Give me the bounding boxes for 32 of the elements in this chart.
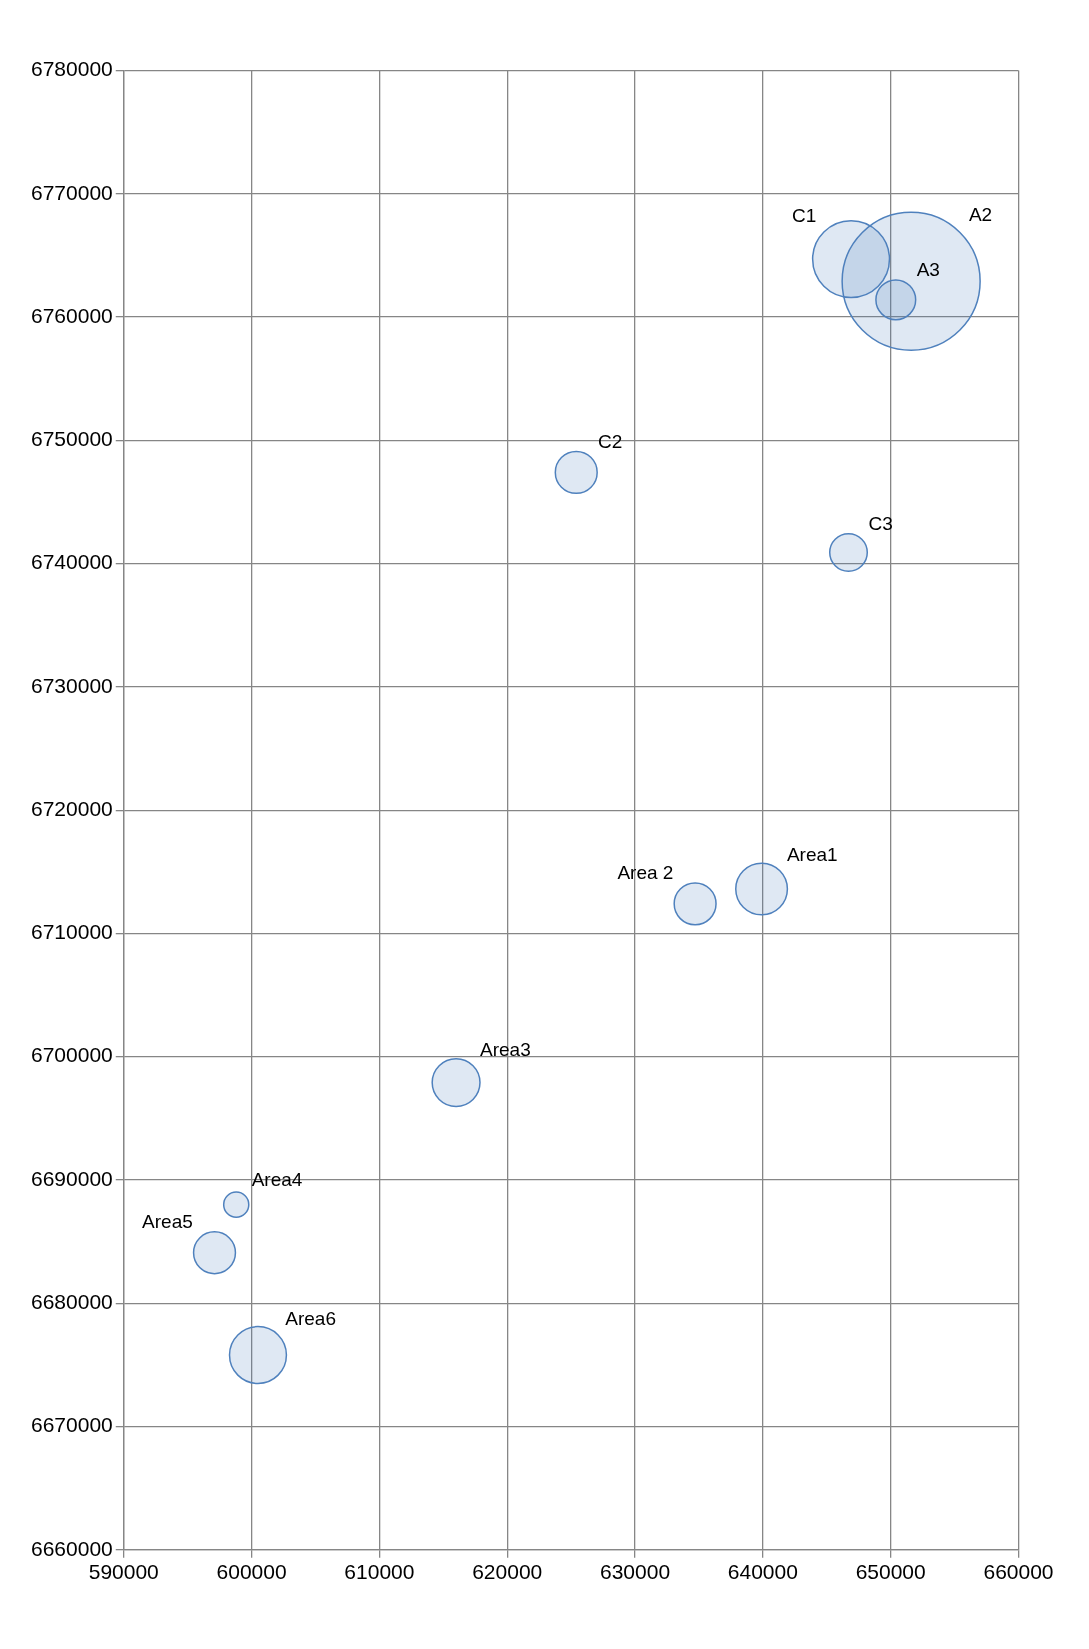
x-tick-label: 620000 xyxy=(472,1560,543,1584)
y-tick-label: 6770000 xyxy=(30,180,113,204)
series-label: A3 xyxy=(916,259,940,281)
x-tick-label: 590000 xyxy=(88,1560,159,1584)
series-label: Area1 xyxy=(786,843,838,865)
y-tick-label: 6660000 xyxy=(30,1536,113,1560)
y-tick-label: 6690000 xyxy=(30,1166,113,1190)
y-tick-label: 6740000 xyxy=(30,550,113,574)
y-tick-label: 6670000 xyxy=(30,1413,113,1437)
series-label: C1 xyxy=(791,204,817,226)
series-label: C2 xyxy=(597,430,623,452)
series-label: C3 xyxy=(868,512,893,534)
series-label: A2 xyxy=(968,203,993,225)
x-tick-label: 630000 xyxy=(600,1560,671,1584)
y-tick-label: 6750000 xyxy=(30,427,113,451)
x-tick-label: 640000 xyxy=(727,1560,798,1584)
y-tick-label: 6700000 xyxy=(30,1043,113,1067)
x-tick-label: 660000 xyxy=(983,1560,1054,1584)
series-label: Area 2 xyxy=(617,862,674,884)
series-label: Area4 xyxy=(251,1169,303,1191)
y-tick-label: 6680000 xyxy=(30,1290,113,1314)
y-tick-label: 6710000 xyxy=(30,920,113,944)
series-label: Area3 xyxy=(480,1038,531,1060)
series-label: Area6 xyxy=(285,1307,337,1329)
y-tick-label: 6760000 xyxy=(30,303,113,327)
x-tick-label: 600000 xyxy=(216,1560,287,1584)
y-tick-label: 6720000 xyxy=(30,796,113,820)
y-tick-label: 6780000 xyxy=(30,57,113,81)
series-label: Area5 xyxy=(142,1211,193,1233)
x-tick-label: 650000 xyxy=(855,1560,926,1584)
x-tick-label: 610000 xyxy=(344,1560,415,1584)
y-tick-label: 6730000 xyxy=(30,673,113,697)
